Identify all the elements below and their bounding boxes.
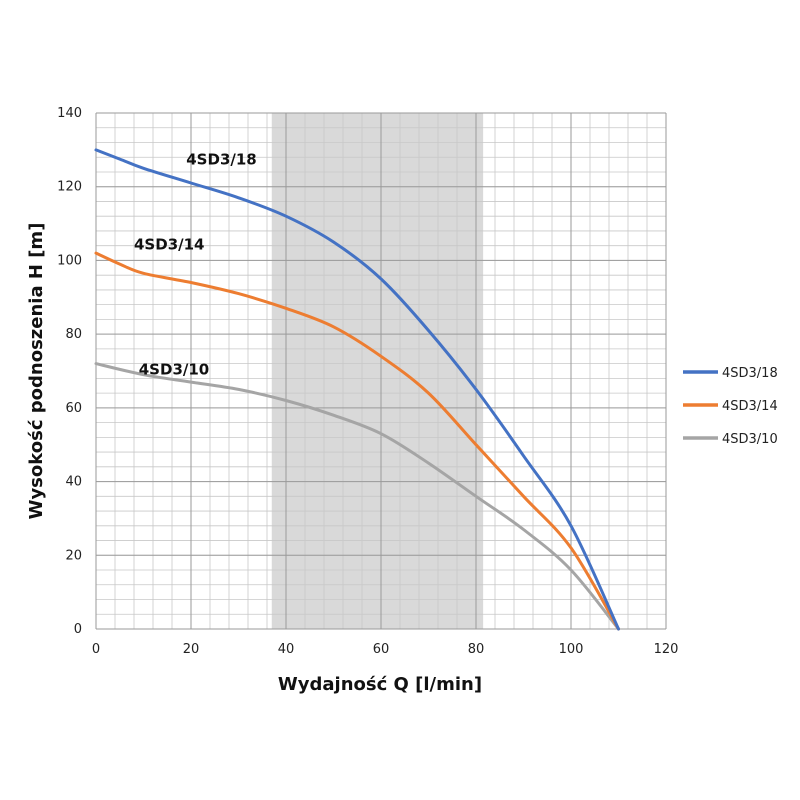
curve-label-4sd3-14: 4SD3/14 (134, 235, 204, 253)
axis-layer: 0 20 40 60 80 100 120 0 20 40 60 80 100 120 140 (57, 106, 678, 657)
legend-entry-4sd3-18: 4SD3/18 (722, 366, 778, 381)
legend: 4SD3/18 4SD3/14 4SD3/10 (683, 366, 778, 447)
series-layer (94, 148, 620, 631)
y-tick-label: 80 (65, 327, 82, 342)
legend-entry-4sd3-10: 4SD3/10 (722, 432, 778, 447)
curve-label-4sd3-18: 4SD3/18 (186, 151, 256, 169)
x-tick-label: 60 (373, 642, 390, 657)
y-tick-label: 100 (57, 253, 82, 268)
x-tick-label: 20 (183, 642, 200, 657)
legend-entry-4sd3-14: 4SD3/14 (722, 399, 778, 414)
x-tick-label: 80 (468, 642, 485, 657)
y-tick-label: 20 (65, 548, 82, 563)
y-tick-label: 40 (65, 475, 82, 490)
curve-label-4sd3-10: 4SD3/10 (139, 361, 209, 379)
x-tick-label: 0 (92, 642, 100, 657)
curve-label-layer: 4SD3/18 4SD3/14 4SD3/10 (134, 151, 257, 379)
series-line-4sd3-18 (94, 148, 620, 631)
x-axis-title: Wydajność Q [l/min] (278, 674, 482, 695)
y-tick-label: 60 (65, 401, 82, 416)
highlight-band-layer (271, 113, 484, 629)
y-axis-title: Wysokość podnoszenia H [m] (26, 223, 47, 520)
x-tick-label: 100 (559, 642, 584, 657)
y-tick-label: 0 (74, 622, 82, 637)
x-tick-label: 40 (278, 642, 295, 657)
y-tick-label: 140 (57, 106, 82, 121)
operating-range-band (271, 113, 484, 629)
x-tick-label: 120 (654, 642, 679, 657)
series-line-4sd3-14 (94, 251, 620, 631)
series-line-4sd3-10 (94, 362, 620, 631)
y-tick-label: 120 (57, 180, 82, 195)
